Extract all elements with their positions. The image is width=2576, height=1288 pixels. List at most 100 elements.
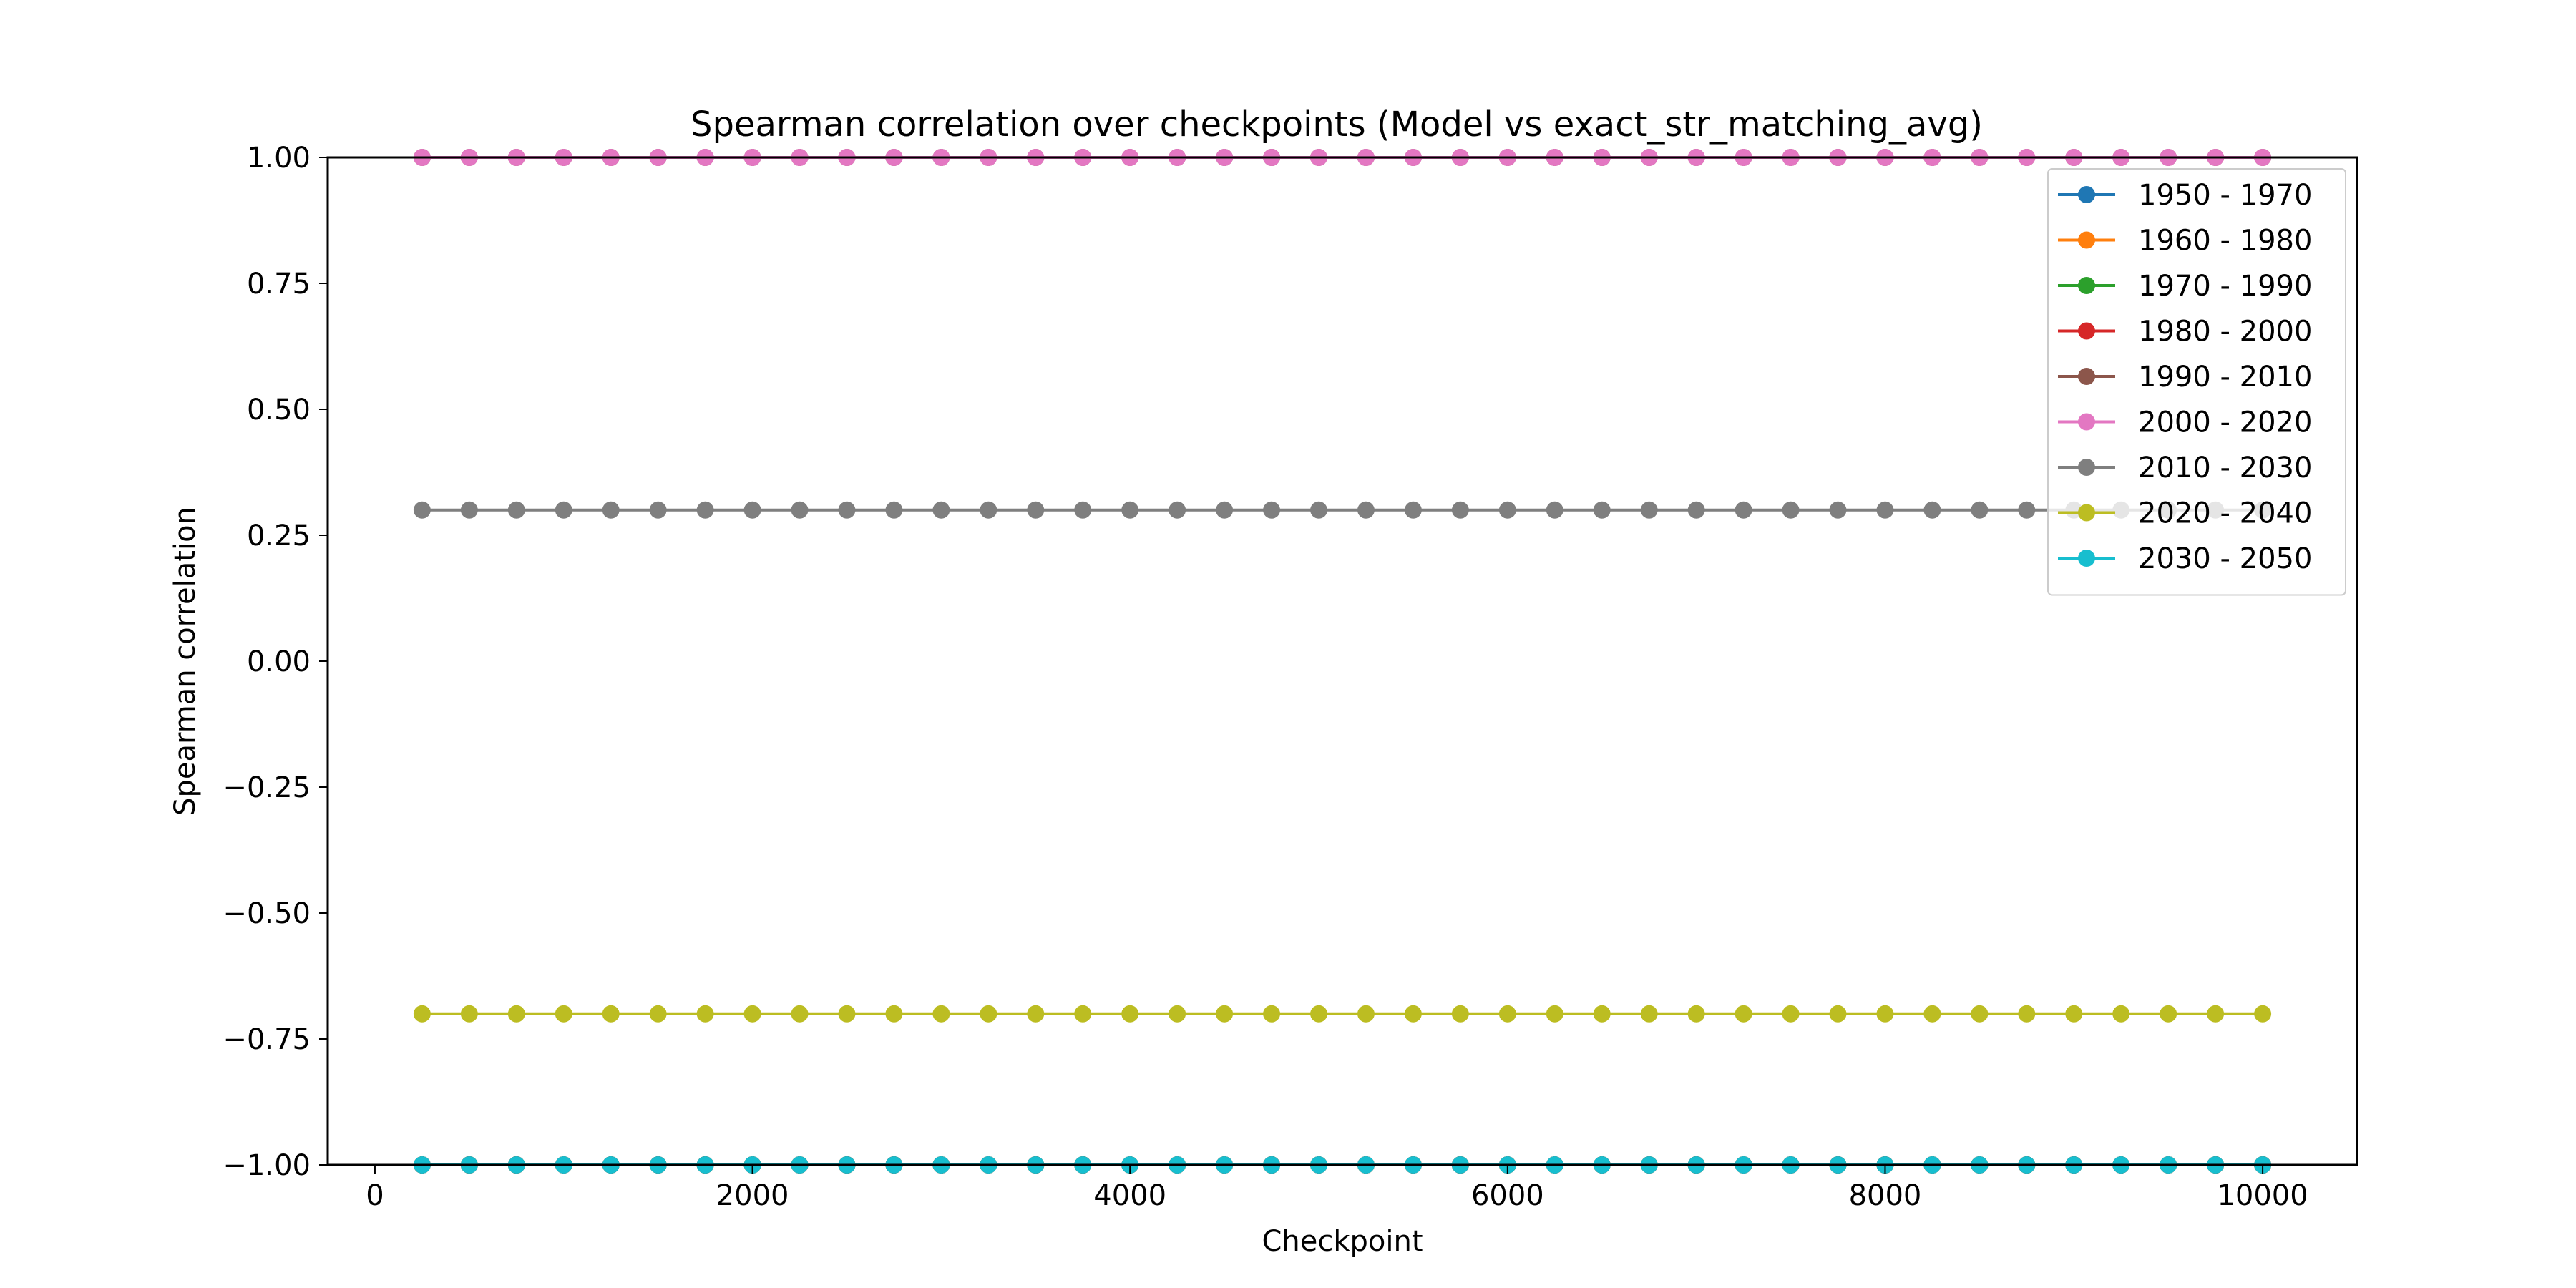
data-point (1121, 501, 1139, 519)
data-point (2112, 1005, 2130, 1023)
data-point (2160, 1005, 2177, 1023)
y-tick-label: −0.50 (223, 897, 311, 930)
data-point (1498, 1005, 1516, 1023)
data-point (460, 501, 478, 519)
legend-item: 2020 - 2040 (2058, 497, 2312, 530)
x-axis-label: Checkpoint (1262, 1225, 1423, 1258)
data-point (602, 1005, 620, 1023)
data-point (1923, 1005, 1941, 1023)
legend-label: 1950 - 1970 (2138, 179, 2312, 212)
data-point (1971, 1005, 1989, 1023)
x-tick-label: 4000 (1093, 1179, 1166, 1212)
data-point (1216, 501, 1234, 519)
data-point (1451, 1005, 1469, 1023)
legend-item: 1970 - 1990 (2058, 270, 2312, 303)
data-point (885, 501, 903, 519)
legend-marker (2078, 368, 2095, 385)
legend-item: 1950 - 1970 (2058, 179, 2312, 212)
legend-marker (2078, 322, 2095, 340)
x-tick-label: 0 (366, 1179, 384, 1212)
series-2020-2040 (413, 1005, 2272, 1023)
data-point (1169, 501, 1186, 519)
y-tick-label: 0.75 (247, 268, 311, 301)
data-point (1169, 1005, 1186, 1023)
data-point (649, 501, 667, 519)
legend-marker (2078, 231, 2095, 249)
data-point (1074, 1005, 1092, 1023)
data-point (2254, 1005, 2272, 1023)
data-point (1546, 1005, 1563, 1023)
data-point (1640, 501, 1658, 519)
data-point (1216, 1005, 1234, 1023)
data-point (1451, 501, 1469, 519)
x-tick-label: 8000 (1849, 1179, 1922, 1212)
legend-label: 2010 - 2030 (2138, 452, 2312, 484)
x-tick-label: 2000 (716, 1179, 789, 1212)
data-point (696, 501, 714, 519)
data-point (1310, 1005, 1328, 1023)
data-point (1971, 501, 1989, 519)
x-axis: 0 2000 4000 6000 8000 10000 (366, 1165, 2308, 1212)
data-point (1404, 501, 1422, 519)
y-tick-label: −1.00 (223, 1149, 311, 1182)
data-point (413, 1005, 431, 1023)
legend-label: 1960 - 1980 (2138, 225, 2312, 258)
legend-marker (2078, 186, 2095, 203)
data-point (1829, 501, 1847, 519)
data-point (1357, 1005, 1375, 1023)
y-axis-label: Spearman correlation (169, 507, 202, 816)
data-point (743, 501, 761, 519)
data-point (1357, 501, 1375, 519)
data-point (1027, 1005, 1045, 1023)
data-point (1687, 1005, 1705, 1023)
legend-marker (2078, 459, 2095, 476)
data-point (1782, 1005, 1800, 1023)
data-point (1829, 1005, 1847, 1023)
data-point (2018, 1005, 2036, 1023)
data-point (555, 501, 572, 519)
y-axis: −1.00 −0.75 −0.50 −0.25 0.00 0.25 0.50 0.75 1.00 (223, 142, 328, 1182)
data-point (838, 501, 856, 519)
data-point (602, 501, 620, 519)
data-point (980, 501, 997, 519)
data-point (1121, 1005, 1139, 1023)
legend-marker (2078, 504, 2095, 522)
legend-marker (2078, 550, 2095, 567)
data-point (1735, 501, 1752, 519)
data-point (2065, 1005, 2083, 1023)
data-point (507, 501, 525, 519)
y-tick-label: 1.00 (247, 142, 311, 175)
x-tick-label: 6000 (1471, 1179, 1544, 1212)
data-point (1687, 501, 1705, 519)
data-point (885, 1005, 903, 1023)
legend-label: 2020 - 2040 (2138, 497, 2312, 530)
legend-label: 1970 - 1990 (2138, 270, 2312, 303)
data-point (507, 1005, 525, 1023)
data-point (743, 1005, 761, 1023)
legend-marker (2078, 277, 2095, 294)
data-point (555, 1005, 572, 1023)
x-tick-label: 10000 (2217, 1179, 2308, 1212)
data-point (1593, 1005, 1611, 1023)
data-point (696, 1005, 714, 1023)
data-point (1310, 501, 1328, 519)
data-point (1546, 501, 1563, 519)
y-tick-label: −0.75 (223, 1023, 311, 1056)
data-point (2018, 501, 2036, 519)
data-point (2207, 1005, 2225, 1023)
legend-item: 1980 - 2000 (2058, 316, 2312, 348)
data-point (413, 501, 431, 519)
data-point (1923, 501, 1941, 519)
y-tick-label: 0.50 (247, 394, 311, 426)
series-2010-2030 (413, 501, 2272, 519)
data-point (1735, 1005, 1752, 1023)
plot-area (413, 149, 2272, 1174)
y-tick-label: 0.00 (247, 645, 311, 678)
legend: 1950 - 1970 1960 - 1980 1970 - 1990 1980 - … (2047, 168, 2346, 596)
data-point (1404, 1005, 1422, 1023)
data-point (1593, 501, 1611, 519)
y-tick-label: 0.25 (247, 519, 311, 552)
data-point (791, 1005, 809, 1023)
data-point (1876, 501, 1894, 519)
